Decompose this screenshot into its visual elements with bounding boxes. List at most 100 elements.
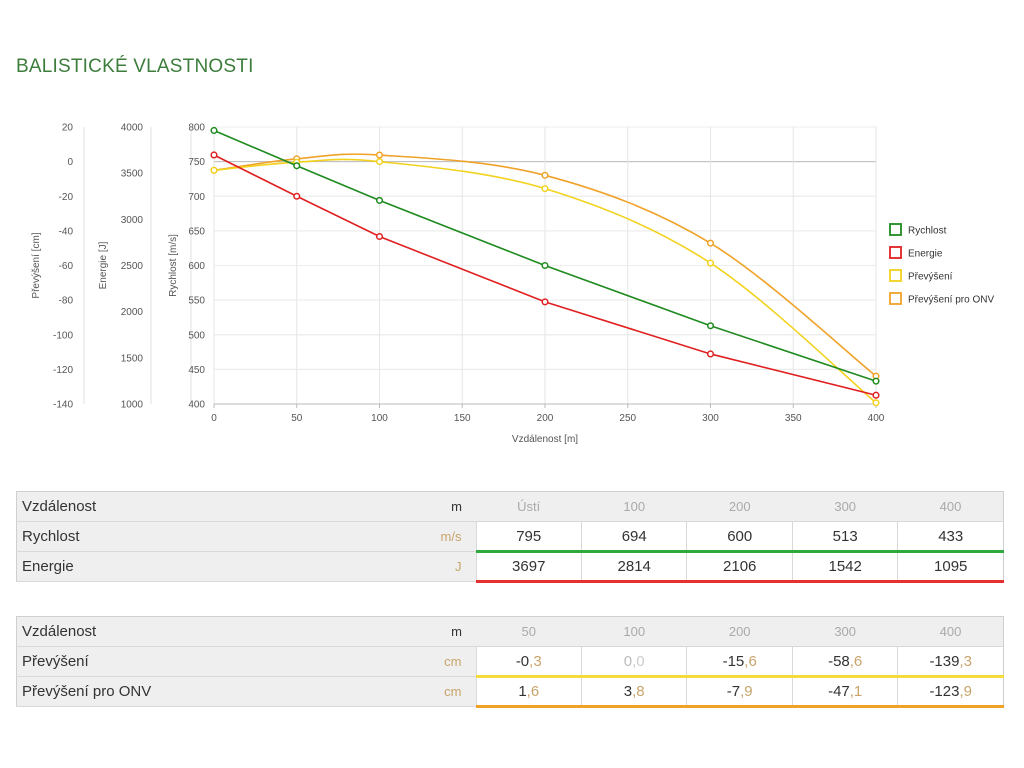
y-tick-label-energie: 3000 xyxy=(121,215,144,226)
x-axis-title: Vzdálenost [m] xyxy=(512,434,578,445)
y-tick-label-energie: 3500 xyxy=(121,169,144,180)
velocity-cell: 600 xyxy=(686,521,793,553)
row-unit: cm xyxy=(326,646,476,677)
data-point xyxy=(375,158,384,166)
distance-cell: 400 xyxy=(897,616,1004,647)
data-point xyxy=(872,399,880,407)
y-tick-label-energie: 1000 xyxy=(121,400,144,411)
table-drop: Vzdálenost m 50 100 200 300 400 Převýšen… xyxy=(16,616,1004,708)
legend-label: Převýšení xyxy=(908,272,953,283)
legend-label: Energie xyxy=(908,249,943,260)
data-point xyxy=(706,350,715,358)
y-tick-label-prevyseni: -20 xyxy=(59,192,74,203)
drop-cell: -58,6 xyxy=(791,646,898,678)
y-tick-label-rychlost: 550 xyxy=(188,296,205,307)
value-int: -47 xyxy=(828,683,850,700)
value-int: -139 xyxy=(929,652,960,670)
drop-onv-cell: -7,9 xyxy=(686,676,793,708)
value-int: 3 xyxy=(623,683,633,700)
row-unit: m xyxy=(326,491,476,522)
value-int: 0 xyxy=(623,652,633,670)
x-tick-label: 50 xyxy=(291,413,303,424)
distance-cell: Ústí xyxy=(476,491,582,522)
y-tick-label-rychlost: 500 xyxy=(188,330,205,341)
value-int: -7 xyxy=(726,683,741,700)
drop-cell: -139,3 xyxy=(897,646,1004,678)
distance-cell: 300 xyxy=(792,616,898,647)
data-point xyxy=(541,171,549,179)
row-unit: J xyxy=(326,551,476,582)
energy-cell: 1095 xyxy=(897,551,1004,583)
distance-cell: 400 xyxy=(897,491,1004,522)
drop-cell: 0,0 xyxy=(580,646,687,678)
table-row-drop-onv: Převýšení pro ONV cm 1,6 3,8 -7,9 -47,1 … xyxy=(16,676,1004,708)
value-dec: ,9 xyxy=(740,683,753,700)
drop-onv-cell: 3,8 xyxy=(580,676,687,708)
value-int: -123 xyxy=(929,683,960,700)
data-point xyxy=(293,162,301,170)
y-tick-label-prevyseni: -80 xyxy=(59,296,74,307)
x-tick-label: 250 xyxy=(619,413,636,424)
x-tick-label: 300 xyxy=(702,413,719,424)
y-tick-label-energie: 1500 xyxy=(121,353,144,364)
distance-cell: 300 xyxy=(792,491,898,522)
data-point xyxy=(375,151,384,159)
distance-cell: 100 xyxy=(581,491,687,522)
y-axis-title-energie: Energie [J] xyxy=(98,241,109,289)
x-tick-label: 100 xyxy=(371,413,388,424)
table-row-energy: Energie J 3697 2814 2106 1542 1095 xyxy=(16,551,1004,583)
legend-swatch xyxy=(889,292,902,305)
row-label: Převýšení pro ONV xyxy=(16,676,327,707)
y-tick-label-prevyseni: 0 xyxy=(67,157,73,168)
x-tick-label: 0 xyxy=(211,413,217,424)
distance-cell: 200 xyxy=(686,491,793,522)
velocity-cell: 795 xyxy=(475,521,582,553)
data-point xyxy=(293,192,301,200)
y-axis-title-prevyseni: Převýšení [cm] xyxy=(31,232,42,298)
data-point xyxy=(706,322,715,330)
y-tick-label-energie: 4000 xyxy=(121,123,144,134)
value-dec: ,6 xyxy=(744,652,757,670)
velocity-cell: 433 xyxy=(897,521,1004,553)
y-tick-label-rychlost: 600 xyxy=(188,261,205,272)
table-row-distance: Vzdálenost m Ústí 100 200 300 400 xyxy=(16,491,1004,522)
velocity-cell: 513 xyxy=(791,521,898,553)
legend-label: Převýšení pro ONV xyxy=(908,295,994,306)
drop-onv-cell: -47,1 xyxy=(791,676,898,708)
distance-cell: 200 xyxy=(686,616,793,647)
row-unit: m/s xyxy=(326,521,476,552)
table-velocity-energy: Vzdálenost m Ústí 100 200 300 400 Rychlo… xyxy=(16,491,1004,583)
value-dec: ,6 xyxy=(849,652,863,670)
chart-series xyxy=(210,126,880,407)
value-dec: ,3 xyxy=(529,652,542,670)
chart-legend: Rychlost Energie Převýšení Převýšení pro ON… xyxy=(889,223,994,306)
y-tick-label-prevyseni: -60 xyxy=(59,261,74,272)
energy-cell: 2106 xyxy=(686,551,793,583)
data-point xyxy=(210,166,218,174)
data-point xyxy=(706,259,715,267)
table-row-velocity: Rychlost m/s 795 694 600 513 433 xyxy=(16,521,1004,553)
value-dec: ,6 xyxy=(526,683,540,700)
drop-onv-cell: -123,9 xyxy=(897,676,1004,708)
drop-cell: -15,6 xyxy=(686,646,793,678)
y-tick-label-prevyseni: -40 xyxy=(59,226,74,237)
velocity-cell: 694 xyxy=(580,521,687,553)
legend-swatch xyxy=(889,246,902,259)
y-tick-label-energie: 2500 xyxy=(121,261,144,272)
value-int: -15 xyxy=(722,652,745,670)
value-dec: ,0 xyxy=(632,652,645,670)
y-tick-label-rychlost: 650 xyxy=(188,226,205,237)
value-dec: ,8 xyxy=(632,683,645,700)
y-tick-label-prevyseni: -140 xyxy=(53,400,73,411)
data-point xyxy=(375,232,384,241)
y-tick-label-prevyseni: 20 xyxy=(62,123,74,134)
x-tick-label: 150 xyxy=(454,413,471,424)
data-point xyxy=(872,391,880,399)
y-tick-label-rychlost: 450 xyxy=(188,365,205,376)
x-tick-label: 400 xyxy=(868,413,885,424)
energy-cell: 2814 xyxy=(580,551,687,583)
y-tick-label-prevyseni: -100 xyxy=(53,330,73,341)
legend-swatch xyxy=(889,269,902,282)
